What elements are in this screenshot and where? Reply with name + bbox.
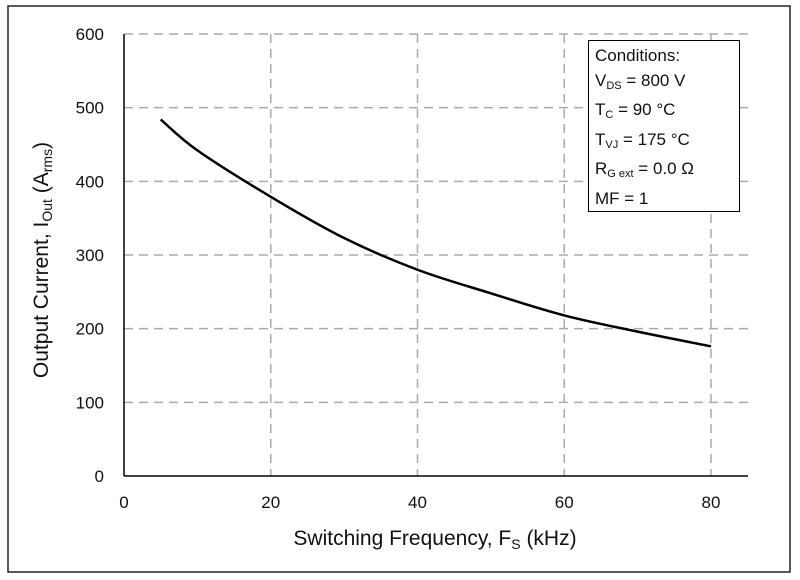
x-tick-label: 20 bbox=[261, 493, 280, 512]
condition-line: MF = 1 bbox=[595, 188, 649, 208]
y-tick-label: 500 bbox=[76, 99, 104, 118]
chart-frame bbox=[7, 5, 791, 573]
y-tick-label: 200 bbox=[76, 320, 104, 339]
series-line bbox=[159, 118, 712, 348]
x-tick-label: 40 bbox=[408, 493, 427, 512]
y-axis-label: Output Current, IOut (Arms) bbox=[30, 142, 55, 378]
tick-labels: 0 100 200 300 400 500 600 0 20 40 60 80 bbox=[76, 25, 721, 512]
conditions-legend: Conditions: VDS = 800 V TC = 90 °C TVJ = 1… bbox=[588, 40, 740, 212]
condition-line: TVJ = 175 °C bbox=[595, 129, 690, 151]
condition-line: VDS = 800 V bbox=[595, 70, 686, 92]
conditions-title: Conditions: bbox=[595, 46, 681, 65]
x-tick-label: 0 bbox=[119, 493, 128, 512]
x-tick-label: 60 bbox=[555, 493, 574, 512]
y-tick-label: 400 bbox=[76, 172, 104, 191]
y-tick-label: 300 bbox=[76, 246, 104, 265]
grid bbox=[124, 33, 748, 476]
condition-line: TC = 90 °C bbox=[595, 100, 676, 121]
y-tick-label: 0 bbox=[95, 467, 104, 486]
x-axis-label: Switching Frequency, FS (kHz) bbox=[293, 527, 576, 552]
y-tick-label: 100 bbox=[76, 393, 104, 412]
y-tick-label: 600 bbox=[76, 25, 104, 44]
x-tick-label: 80 bbox=[702, 493, 721, 512]
condition-line: RG ext = 0.0 Ω bbox=[595, 159, 695, 180]
